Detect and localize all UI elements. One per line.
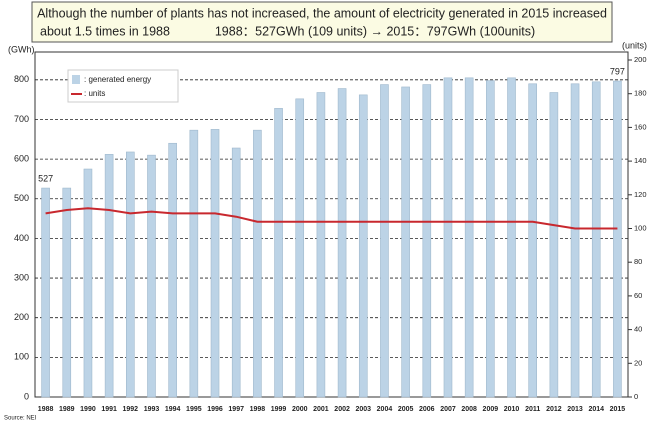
bar <box>570 83 580 398</box>
y-tick-label: 300 <box>14 272 29 282</box>
x-tick-label: 2010 <box>504 406 520 413</box>
bar <box>83 168 93 398</box>
bar <box>507 77 516 398</box>
legend-swatch <box>72 75 80 84</box>
bar <box>41 187 50 398</box>
x-tick-label: 1990 <box>80 406 96 413</box>
x-tick-label: 2002 <box>334 406 350 413</box>
bar <box>62 187 72 398</box>
y-tick-label: 500 <box>14 193 29 203</box>
x-tick-label: 2012 <box>546 406 562 413</box>
bar <box>231 147 241 398</box>
bar <box>316 92 326 398</box>
x-tick-label: 2011 <box>525 406 540 413</box>
bar <box>422 84 432 398</box>
y-tick-label: 800 <box>14 74 29 84</box>
y-tick-label: 700 <box>14 114 29 124</box>
x-tick-label: 1992 <box>123 406 139 413</box>
y2-tick-label: 60 <box>634 291 642 300</box>
bar <box>337 88 347 398</box>
plot-frame <box>34 51 629 398</box>
y2-tick-label: 160 <box>634 122 647 131</box>
x-tick-label: 2007 <box>440 406 456 413</box>
bar <box>464 77 474 398</box>
data-label: 527 <box>38 173 53 183</box>
y2-axis-label: (units) <box>622 40 647 50</box>
y-tick-label: 100 <box>14 352 29 362</box>
x-tick-label: 1991 <box>101 406 117 413</box>
x-tick-label: 2008 <box>461 406 477 413</box>
y2-tick-label: 40 <box>634 325 642 334</box>
y-axis-label: (GWh) <box>8 44 35 54</box>
bar <box>486 80 495 398</box>
y2-tick-label: 80 <box>634 257 642 266</box>
bar <box>189 129 199 398</box>
y2-tick-label: 20 <box>634 358 642 367</box>
x-tick-label: 1997 <box>228 406 244 413</box>
bar <box>613 80 622 398</box>
bar <box>401 86 410 398</box>
line <box>45 207 618 230</box>
x-tick-label: 2005 <box>398 406 414 413</box>
y2-tick-label: 200 <box>634 55 647 64</box>
bar <box>274 108 283 398</box>
title-box <box>31 1 613 43</box>
x-tick-label: 1995 <box>186 406 202 413</box>
y2-tick-label: 100 <box>634 223 647 232</box>
y2-tick-label: 180 <box>634 89 647 98</box>
y2-tick-label: 120 <box>634 190 647 199</box>
x-tick-label: 1989 <box>59 406 75 413</box>
bar <box>380 84 389 398</box>
y-tick-label: 0 <box>24 391 29 401</box>
x-tick-label: 2009 <box>483 406 499 413</box>
y-tick-label: 200 <box>14 312 29 322</box>
bar <box>210 129 220 398</box>
x-tick-label: 1994 <box>165 406 181 413</box>
x-tick-label: 2015 <box>610 406 626 413</box>
x-tick-label: 2000 <box>292 406 308 413</box>
bar <box>443 77 453 398</box>
x-tick-label: 2006 <box>419 406 435 413</box>
x-tick-label: 2014 <box>588 406 604 413</box>
bar <box>358 94 368 398</box>
legend-box <box>67 69 179 103</box>
x-tick-label: 1993 <box>144 406 160 413</box>
x-tick-label: 2013 <box>567 406 583 413</box>
x-tick-label: 1996 <box>207 406 223 413</box>
y-tick-label: 600 <box>14 153 29 163</box>
title: Although the number of plants has not in… <box>37 6 607 20</box>
data-label: 797 <box>610 66 625 76</box>
legend-label: : units <box>84 89 105 98</box>
bar <box>295 98 305 398</box>
bar <box>168 142 177 398</box>
x-tick-label: 1999 <box>271 406 287 413</box>
bar <box>591 81 601 398</box>
title: about 1.5 times in 1988 <box>40 24 170 38</box>
bar <box>253 129 262 398</box>
bar <box>147 154 156 398</box>
x-tick-label: 2001 <box>313 406 329 413</box>
bar <box>549 92 559 398</box>
bar <box>104 154 114 398</box>
x-tick-label: 2004 <box>377 406 393 413</box>
bar <box>528 83 537 398</box>
y2-tick-label: 0 <box>634 392 638 401</box>
x-tick-label: 1998 <box>250 406 266 413</box>
y2-tick-label: 140 <box>634 156 647 165</box>
y-tick-label: 400 <box>14 233 29 243</box>
x-tick-label: 1988 <box>38 406 54 413</box>
title: 1988：527GWh (109 units) → 2015：797GWh (1… <box>215 24 535 38</box>
legend-label: : generated energy <box>84 75 151 84</box>
source: Source: NEI <box>4 416 37 422</box>
bar <box>126 151 135 398</box>
x-tick-label: 2003 <box>355 406 371 413</box>
